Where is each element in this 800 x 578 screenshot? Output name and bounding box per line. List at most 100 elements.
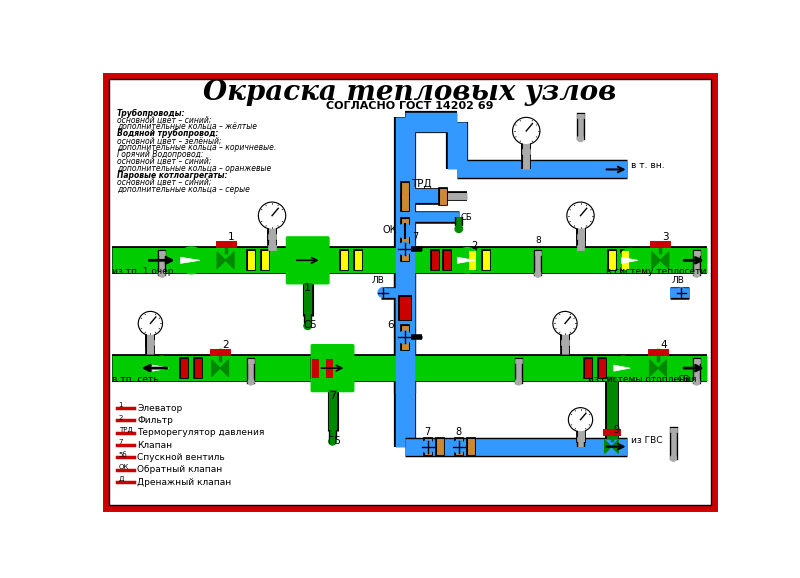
Text: из ГВС: из ГВС xyxy=(631,436,662,445)
Polygon shape xyxy=(605,440,611,454)
Text: СБ: СБ xyxy=(303,320,317,330)
Text: 2: 2 xyxy=(118,414,123,421)
Polygon shape xyxy=(220,360,229,377)
Circle shape xyxy=(150,357,174,380)
Bar xyxy=(670,428,677,432)
Text: ОК: ОК xyxy=(118,464,129,470)
Polygon shape xyxy=(658,360,666,377)
Bar xyxy=(577,436,584,441)
Text: из системы отопления: из системы отопления xyxy=(588,375,697,384)
Text: ОК: ОК xyxy=(383,225,398,235)
Circle shape xyxy=(670,455,677,461)
Circle shape xyxy=(139,313,162,334)
Polygon shape xyxy=(211,360,220,377)
Circle shape xyxy=(304,322,311,329)
Bar xyxy=(577,245,584,250)
Circle shape xyxy=(694,379,700,385)
Bar xyxy=(268,234,276,239)
Circle shape xyxy=(159,271,165,277)
Text: ЛВ: ЛВ xyxy=(372,276,385,286)
Polygon shape xyxy=(660,252,669,269)
Text: Трубопроводы:: Трубопроводы: xyxy=(117,109,186,117)
Text: Клапан: Клапан xyxy=(138,440,172,450)
Text: 1: 1 xyxy=(118,402,123,409)
Text: основной цвет – синий;: основной цвет – синий; xyxy=(117,178,211,187)
Circle shape xyxy=(455,248,480,273)
Text: 7: 7 xyxy=(424,427,430,437)
Text: Фильтр: Фильтр xyxy=(138,416,173,425)
Text: СВ: СВ xyxy=(678,375,690,384)
Text: 3: 3 xyxy=(662,232,670,242)
Text: 7: 7 xyxy=(118,439,123,446)
Bar xyxy=(159,251,165,255)
Circle shape xyxy=(619,249,642,272)
Bar xyxy=(694,359,700,363)
Circle shape xyxy=(178,247,205,273)
Text: 6: 6 xyxy=(387,320,394,330)
Text: 7: 7 xyxy=(329,391,336,401)
Text: СОГЛАСНО ГОСТ 14202 69: СОГЛАСНО ГОСТ 14202 69 xyxy=(326,101,494,112)
Polygon shape xyxy=(650,360,658,377)
Circle shape xyxy=(578,136,584,142)
Text: 8: 8 xyxy=(535,236,541,246)
Text: в т. вн.: в т. вн. xyxy=(631,161,665,170)
Text: Обратный клапан: Обратный клапан xyxy=(138,465,222,475)
Circle shape xyxy=(553,312,577,335)
Circle shape xyxy=(453,440,465,453)
Circle shape xyxy=(258,202,286,229)
Bar xyxy=(578,114,584,118)
Text: 2: 2 xyxy=(222,340,229,350)
FancyBboxPatch shape xyxy=(286,237,329,283)
Bar xyxy=(561,340,569,345)
Text: Окраска тепловых узлов: Окраска тепловых узлов xyxy=(203,79,617,106)
Text: 8: 8 xyxy=(455,427,461,437)
Text: Элеватор: Элеватор xyxy=(138,403,182,413)
Text: Горячий Водопровод:: Горячий Водопровод: xyxy=(117,150,203,159)
Circle shape xyxy=(513,117,540,144)
Polygon shape xyxy=(611,440,618,454)
Text: 2: 2 xyxy=(471,241,478,251)
Text: дополнительные кольца – оранжевые: дополнительные кольца – оранжевые xyxy=(117,164,271,173)
Text: Д: Д xyxy=(118,476,124,483)
Text: в систему теплосети: в систему теплосети xyxy=(606,267,706,276)
Bar xyxy=(268,245,276,250)
Text: ЛВ: ЛВ xyxy=(672,276,685,286)
Text: дополнительные кольца – коричневые.: дополнительные кольца – коричневые. xyxy=(117,143,276,152)
Text: СБ: СБ xyxy=(460,213,472,222)
Circle shape xyxy=(694,271,700,277)
Text: 4: 4 xyxy=(660,340,667,350)
Polygon shape xyxy=(217,252,226,269)
Bar xyxy=(248,359,254,363)
Circle shape xyxy=(611,357,634,380)
Circle shape xyxy=(422,440,434,453)
Text: основной цвет – синий;: основной цвет – синий; xyxy=(117,157,211,166)
Polygon shape xyxy=(226,252,234,269)
Text: Спускной вентиль: Спускной вентиль xyxy=(138,453,225,462)
Text: Терморегулятор давления: Терморегулятор давления xyxy=(138,428,265,438)
Bar xyxy=(534,251,541,255)
Circle shape xyxy=(514,118,538,143)
Circle shape xyxy=(378,288,387,297)
Polygon shape xyxy=(652,252,660,269)
Circle shape xyxy=(534,271,541,277)
Circle shape xyxy=(329,438,336,445)
Circle shape xyxy=(260,203,285,228)
Circle shape xyxy=(248,379,254,385)
Circle shape xyxy=(515,379,522,385)
Circle shape xyxy=(138,312,162,335)
Text: из тп. 1 очер.: из тп. 1 очер. xyxy=(112,267,177,276)
Circle shape xyxy=(554,313,576,334)
Circle shape xyxy=(567,202,594,229)
Polygon shape xyxy=(622,257,638,264)
Polygon shape xyxy=(614,365,630,371)
Bar xyxy=(694,251,700,255)
Text: дополнительные кольца – серые: дополнительные кольца – серые xyxy=(117,185,250,194)
Text: 1: 1 xyxy=(228,232,234,242)
Polygon shape xyxy=(153,365,169,371)
FancyBboxPatch shape xyxy=(311,345,354,391)
Bar xyxy=(577,234,584,239)
Circle shape xyxy=(568,203,593,228)
Circle shape xyxy=(677,288,686,297)
Bar xyxy=(515,359,522,363)
Text: основной цвет – синий;: основной цвет – синий; xyxy=(117,116,211,124)
